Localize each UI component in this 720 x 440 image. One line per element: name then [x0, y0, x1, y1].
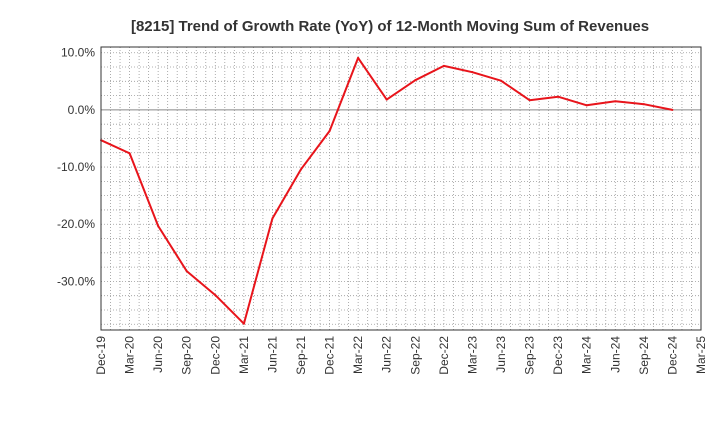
x-tick-label: Dec-19	[94, 336, 108, 375]
series	[100, 56, 674, 325]
data-point	[614, 100, 617, 103]
data-point	[385, 98, 388, 101]
x-tick-label: Mar-22	[351, 336, 365, 374]
x-tick-label: Jun-20	[151, 336, 165, 373]
x-tick-label: Sep-22	[408, 336, 422, 375]
y-tick-label: 0.0%	[68, 103, 96, 117]
data-point	[557, 95, 560, 98]
data-point	[414, 79, 417, 82]
y-tick-label: -30.0%	[57, 274, 95, 288]
data-point	[357, 56, 360, 59]
plot-frame	[100, 46, 702, 331]
data-point	[471, 71, 474, 74]
x-tick-label: Dec-23	[551, 336, 565, 375]
x-tick-label: Mar-20	[123, 336, 137, 374]
data-point	[528, 99, 531, 102]
data-point	[128, 152, 131, 155]
data-point	[442, 64, 445, 67]
x-tick-label: Jun-21	[265, 336, 279, 373]
x-tick-label: Dec-21	[323, 336, 337, 375]
data-point	[500, 79, 502, 82]
chart-title: [8215] Trend of Growth Rate (YoY) of 12-…	[131, 18, 649, 35]
data-point	[642, 103, 645, 106]
x-axis-ticks: Dec-19 Mar-20 Jun-20 Sep-20 Dec-20 Mar-21 Jun-…	[94, 336, 708, 375]
x-tick-label: Dec-20	[208, 336, 222, 375]
data-point	[300, 168, 302, 171]
data-point	[328, 130, 331, 133]
data-point	[671, 108, 674, 111]
x-tick-label: Dec-24	[665, 336, 679, 375]
x-tick-label: Mar-25	[694, 336, 708, 374]
x-tick-label: Jun-23	[494, 336, 508, 373]
y-tick-label: -20.0%	[57, 217, 95, 231]
data-point	[214, 294, 217, 297]
x-tick-label: Jun-24	[608, 336, 622, 373]
data-point	[585, 104, 588, 107]
x-tick-label: Mar-24	[580, 336, 594, 374]
data-point	[271, 217, 274, 220]
data-point	[242, 322, 245, 325]
x-tick-label: Dec-22	[437, 336, 451, 375]
x-tick-label: Mar-21	[237, 336, 251, 374]
series-line	[100, 56, 673, 325]
x-tick-label: Mar-23	[465, 336, 479, 374]
x-tick-label: Sep-24	[637, 336, 651, 375]
x-tick-label: Sep-20	[180, 336, 194, 375]
data-point	[185, 270, 188, 273]
x-tick-label: Jun-22	[380, 336, 394, 373]
x-tick-label: Sep-21	[294, 336, 308, 375]
data-point	[157, 224, 160, 227]
y-axis-ticks: 10.0% 0.0% -10.0% -20.0% -30.0%	[57, 46, 95, 289]
grid	[101, 47, 701, 330]
y-tick-label: 10.0%	[61, 46, 95, 60]
x-tick-label: Sep-23	[523, 336, 537, 375]
y-tick-label: -10.0%	[57, 160, 95, 174]
